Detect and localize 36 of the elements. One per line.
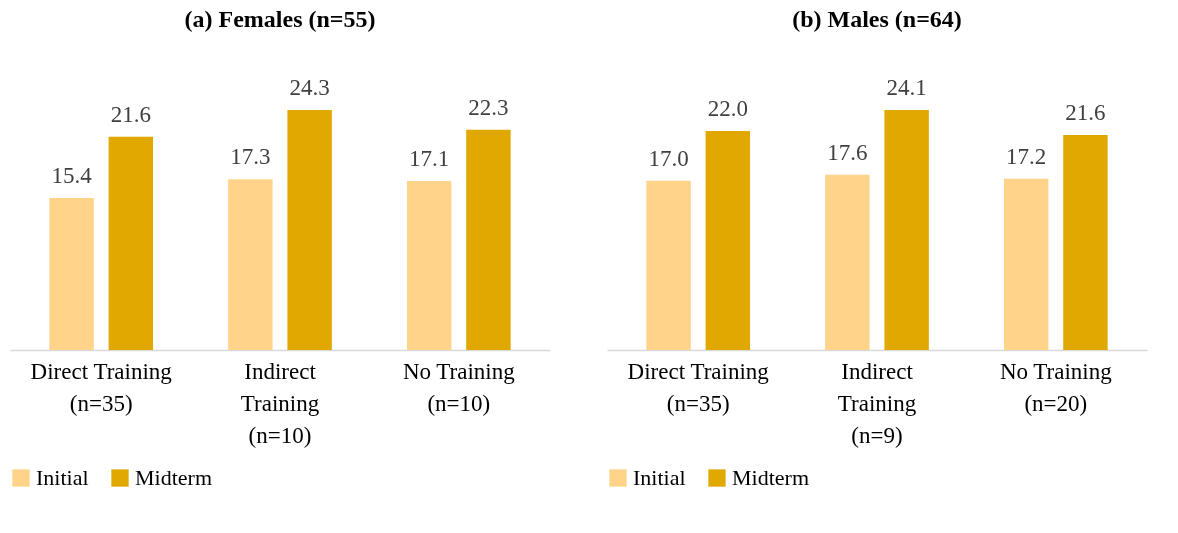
bar <box>646 180 691 350</box>
bar <box>1063 134 1108 350</box>
data-label: 21.6 <box>110 101 151 127</box>
bar <box>825 174 870 350</box>
chart-title: (b) Males (n=64) <box>792 6 962 32</box>
bar <box>228 179 273 350</box>
data-label: 22.3 <box>468 94 509 120</box>
data-label: 17.3 <box>230 144 271 170</box>
bar <box>1003 178 1049 350</box>
x-tick-label: Indirect Training (n=9) <box>837 358 917 448</box>
x-tick-label: No Training (n=20) <box>999 358 1113 416</box>
legend-label: Midterm <box>732 465 809 490</box>
data-label: 24.1 <box>886 75 927 100</box>
data-label: 17.1 <box>409 146 450 172</box>
bar <box>406 181 452 350</box>
x-tick-label: No Training (n=10) <box>402 358 516 416</box>
bar <box>884 110 929 350</box>
data-label: 22.0 <box>707 95 748 121</box>
x-tick-label: Direct Training (n=35) <box>30 358 173 416</box>
data-label: 15.4 <box>51 162 93 188</box>
bar <box>466 129 511 350</box>
legend-label: Midterm <box>135 465 212 490</box>
x-tick-label: Indirect Training (n=10) <box>240 358 320 448</box>
bar <box>705 130 751 350</box>
bar <box>287 110 332 350</box>
chart-title: (a) Females (n=55) <box>184 6 376 32</box>
data-label: 24.3 <box>289 75 330 100</box>
data-label: 17.2 <box>1006 143 1047 169</box>
data-label: 17.6 <box>827 139 868 165</box>
legend-label: Initial <box>633 465 686 490</box>
bar <box>49 197 94 350</box>
bar <box>108 136 154 350</box>
legend-label: Initial <box>36 465 89 490</box>
data-label: 21.6 <box>1065 99 1106 125</box>
x-tick-label: Direct Training (n=35) <box>627 358 770 416</box>
data-label: 17.0 <box>648 145 689 171</box>
